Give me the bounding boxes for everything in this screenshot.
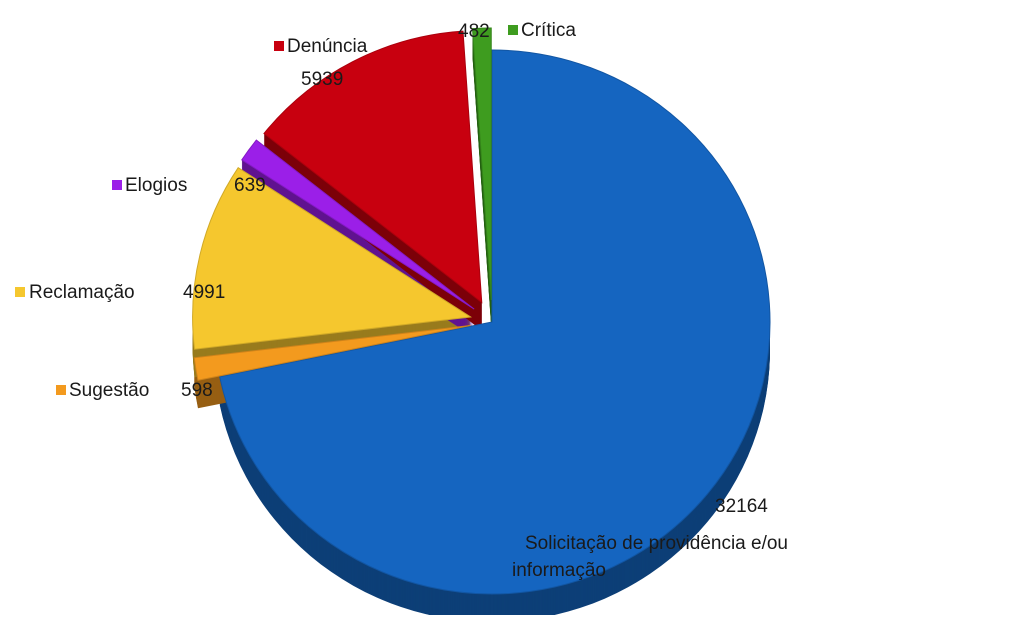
value-label-denuncia: 5939 xyxy=(301,69,343,90)
category-label-reclamacao: Reclamação xyxy=(29,282,135,303)
value-label-critica: 482 xyxy=(458,21,490,42)
value-label-solicitacao-de-providencia-e-ou-informacao: 32164 xyxy=(715,496,768,517)
legend-swatch-solicitacao-de-providencia-e-ou-informacao xyxy=(512,538,522,548)
slice-solicitacao-de-providencia-e-ou-informacao xyxy=(219,49,771,595)
slice-top-layer xyxy=(192,27,771,595)
value-label-elogios: 639 xyxy=(234,175,266,196)
value-label-sugestao: 598 xyxy=(181,380,213,401)
slice-reclamacao xyxy=(192,167,473,350)
category-label-sugestao: Sugestão xyxy=(69,380,149,401)
legend-swatch-reclamacao xyxy=(15,287,25,297)
legend-swatch-critica xyxy=(508,25,518,35)
legend-swatch-denuncia xyxy=(274,41,284,51)
category-label-denuncia: Denúncia xyxy=(287,36,368,57)
category-label-critica: Crítica xyxy=(521,20,576,41)
value-label-reclamacao: 4991 xyxy=(183,282,225,303)
category-label-elogios: Elogios xyxy=(125,175,187,196)
legend-swatch-elogios xyxy=(112,180,122,190)
category-label-solicitacao-de-providencia-e-ou-informacao: Solicitação de providência e/ou informaçã… xyxy=(512,533,788,581)
slice-elogios xyxy=(241,139,475,310)
slice-critica xyxy=(471,27,492,301)
slice-sugestao xyxy=(193,325,471,381)
label-layer: 32164 Solicitação de providência e/ou info… xyxy=(15,20,788,581)
legend-swatch-sugestao xyxy=(56,385,66,395)
slice-denuncia xyxy=(263,30,483,304)
